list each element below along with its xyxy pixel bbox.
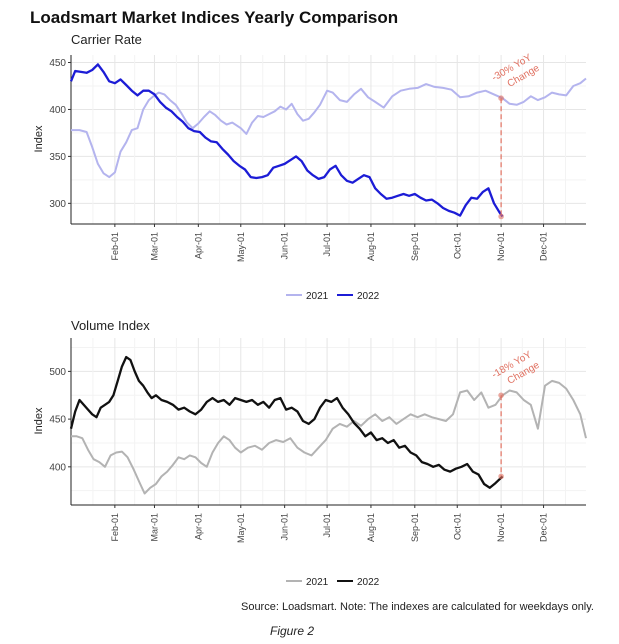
x-tick-label: Oct-01 [452, 232, 462, 259]
x-tick-label: Dec-01 [539, 232, 549, 261]
y-tick-label: 450 [49, 415, 66, 426]
legend-label-2021: 2021 [306, 577, 329, 588]
y-tick-label: 450 [49, 58, 66, 69]
y-tick-label: 350 [49, 152, 66, 163]
x-tick-label: Sep-01 [410, 232, 420, 261]
x-tick-label: Sep-01 [410, 513, 420, 542]
series-line-2021 [71, 379, 587, 495]
annotation-marker-bottom [498, 473, 504, 480]
carrier-rate-subtitle: Carrier Rate [71, 32, 142, 47]
x-tick-label: Aug-01 [366, 232, 376, 261]
x-tick-label: Mar-01 [149, 513, 159, 542]
x-tick-label: Apr-01 [193, 232, 203, 259]
annotation-text: -18% YoYChange [490, 348, 542, 392]
x-tick-label: Jul-01 [322, 513, 332, 538]
x-tick-label: Aug-01 [366, 513, 376, 542]
source-note: Source: Loadsmart. Note: The indexes are… [240, 601, 594, 613]
legend-label-2022: 2022 [357, 291, 380, 302]
annotation-marker-top [498, 95, 504, 101]
x-tick-label: May-01 [236, 513, 246, 543]
x-tick-label: Oct-01 [452, 513, 462, 540]
main-title: Loadsmart Market Indices Yearly Comparis… [30, 8, 399, 27]
annotation-text: -30% YoYChange [490, 51, 542, 95]
series-line-2022 [69, 63, 504, 218]
x-tick-label: Mar-01 [149, 232, 159, 261]
y-tick-label: 400 [49, 105, 66, 116]
y-tick-label: 300 [49, 199, 66, 210]
x-tick-label: Jul-01 [322, 232, 332, 257]
volume-index-panel: Volume Index 400 450 500 Index Feb-01 Mar-01 Ap… [33, 318, 587, 588]
series-line-2021 [71, 77, 587, 179]
x-tick-label: Jun-01 [280, 513, 290, 541]
x-tick-label: Apr-01 [193, 513, 203, 540]
carrier-rate-y-axis-label: Index [33, 125, 45, 152]
legend-label-2021: 2021 [306, 291, 329, 302]
x-tick-label: Dec-01 [539, 513, 549, 542]
annotation-marker-bottom [498, 213, 504, 220]
x-tick-label: Feb-01 [110, 513, 120, 542]
annotation-marker-top [498, 392, 504, 399]
x-tick-label: Nov-01 [496, 513, 506, 542]
volume-index-subtitle: Volume Index [71, 318, 150, 333]
x-tick-label: Nov-01 [496, 232, 506, 261]
x-tick-label: Jun-01 [280, 232, 290, 260]
y-tick-label: 500 [49, 367, 66, 378]
carrier-rate-panel: Carrier Rate 300 350 400 450 Index Feb-01 Mar-0… [33, 32, 587, 302]
volume-index-y-axis-label: Index [33, 407, 45, 434]
x-tick-label: May-01 [236, 232, 246, 262]
legend-label-2022: 2022 [357, 577, 380, 588]
y-tick-label: 400 [49, 462, 66, 473]
series-line-2022 [69, 355, 504, 489]
figure-caption: Figure 2 [270, 624, 315, 638]
x-tick-label: Feb-01 [110, 232, 120, 261]
